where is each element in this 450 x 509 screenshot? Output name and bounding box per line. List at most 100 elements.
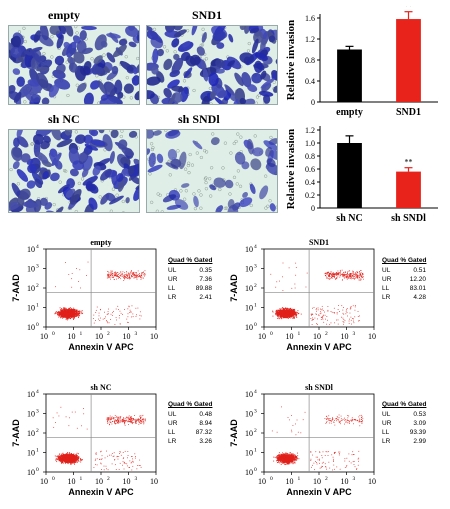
quad-value: 0.51 xyxy=(413,267,426,274)
quad-row: UR 12.20 xyxy=(382,275,426,284)
x-tick-label: 10 xyxy=(150,477,158,486)
x-tick-label: 10 xyxy=(68,477,76,486)
y-tick-label: 10 xyxy=(245,304,253,313)
quad-name: UL xyxy=(382,411,391,418)
x-axis-label: Annexin V APC xyxy=(286,342,352,352)
quad-name: UL xyxy=(168,267,177,274)
flow-plot-svg: sh SNDl100101102103104100101102103104Ann… xyxy=(229,383,383,497)
x-tick-label: 10 xyxy=(40,332,48,341)
y-tick-label: 10 xyxy=(245,265,253,274)
bar xyxy=(396,171,421,208)
y-axis-label: 7-AAD xyxy=(11,419,21,447)
quad-value: 7.36 xyxy=(199,276,212,283)
x-tick-exponent: 2 xyxy=(107,476,110,482)
x-tick-label: 10 xyxy=(368,332,376,341)
quad-name: LR xyxy=(382,294,391,301)
bar xyxy=(337,49,362,102)
quad-row: UR 3.09 xyxy=(382,419,426,428)
flow-plot-snd1: SND1100101102103104100101102103104Annexi… xyxy=(228,235,383,358)
flow-plot-svg: empty100101102103104100101102103104Annex… xyxy=(11,238,165,352)
quad-table-empty: Quad % Gated UL 0.35 UR 7.36 LL 89.88 LR 2.41 xyxy=(168,256,212,302)
y-tick-label: 0.4 xyxy=(305,77,315,86)
micrograph-empty xyxy=(8,25,140,105)
x-tick-label: sh SNDl xyxy=(391,213,426,224)
x-tick-exponent: 1 xyxy=(298,476,301,482)
flow-plot-svg: sh NC100101102103104100101102103104Annex… xyxy=(11,383,165,497)
quad-table-title: Quad % Gated xyxy=(168,257,213,264)
x-tick-label: 10 xyxy=(341,477,349,486)
y-tick-exponent: 0 xyxy=(36,322,39,328)
x-tick-exponent: 0 xyxy=(52,331,55,337)
micrograph-sh-snd1 xyxy=(146,129,278,213)
y-tick-exponent: 2 xyxy=(36,428,39,434)
y-tick-exponent: 1 xyxy=(36,448,39,454)
x-tick-label: SND1 xyxy=(396,107,421,118)
y-tick-label: 1.2 xyxy=(305,126,315,135)
quad-row: LR 2.41 xyxy=(168,293,212,302)
x-tick-label: 10 xyxy=(258,332,266,341)
y-tick-label: 10 xyxy=(27,410,35,419)
x-tick-label: 10 xyxy=(258,477,266,486)
quad-name: UR xyxy=(168,420,178,427)
y-tick-label: 10 xyxy=(245,410,253,419)
micrograph-snd1 xyxy=(146,25,278,105)
quad-row: LL 89.88 xyxy=(168,284,212,293)
x-tick-label: 10 xyxy=(286,477,294,486)
y-tick-label: 10 xyxy=(245,323,253,332)
micrograph-sh-nc xyxy=(8,129,140,213)
y-tick-label: 0.8 xyxy=(305,56,315,65)
quad-value: 89.88 xyxy=(195,285,212,292)
quad-row: LL 87.32 xyxy=(168,428,212,437)
y-tick-label: 10 xyxy=(245,390,253,399)
x-tick-label: 10 xyxy=(313,477,321,486)
quad-value: 3.09 xyxy=(413,420,426,427)
x-tick-exponent: 0 xyxy=(270,476,273,482)
x-tick-exponent: 3 xyxy=(135,331,138,337)
y-tick-exponent: 2 xyxy=(36,283,39,289)
y-tick-label: 10 xyxy=(27,245,35,254)
plot-title: SND1 xyxy=(309,238,329,247)
x-tick-exponent: 2 xyxy=(325,476,328,482)
x-tick-label: 10 xyxy=(95,477,103,486)
y-axis-label: Relative invasion xyxy=(285,129,297,209)
micrograph-image xyxy=(9,130,139,212)
quad-row: UL 0.35 xyxy=(168,266,212,275)
quad-row: UR 7.36 xyxy=(168,275,212,284)
plot-title: sh SNDl xyxy=(305,383,334,392)
x-tick-exponent: 1 xyxy=(80,331,83,337)
dot-cloud xyxy=(54,261,146,325)
y-tick-label: 0.8 xyxy=(305,152,315,161)
y-tick-label: 0 xyxy=(311,98,315,107)
x-tick-exponent: 2 xyxy=(325,331,328,337)
y-tick-label: 10 xyxy=(27,265,35,274)
dot-cloud xyxy=(52,406,146,471)
x-tick-label: 10 xyxy=(150,332,158,341)
quad-name: UL xyxy=(382,267,391,274)
quad-value: 93.39 xyxy=(409,429,426,436)
quad-name: UR xyxy=(382,420,392,427)
quad-value: 2.41 xyxy=(199,294,212,301)
flow-plot-svg: SND1100101102103104100101102103104Annexi… xyxy=(229,238,383,352)
significance-mark: ** xyxy=(405,158,413,167)
x-tick-exponent: 0 xyxy=(52,476,55,482)
y-tick-label: 0.4 xyxy=(305,178,315,187)
y-axis-label: 7-AAD xyxy=(11,274,21,302)
micrograph-image xyxy=(9,26,139,104)
y-tick-exponent: 4 xyxy=(254,244,257,250)
micrograph-label-sh-snd1: sh SNDl xyxy=(178,112,220,126)
micrograph-label-snd1: SND1 xyxy=(192,8,223,22)
quad-row: UL 0.48 xyxy=(168,410,212,419)
y-tick-label: 10 xyxy=(27,468,35,477)
y-tick-exponent: 1 xyxy=(254,303,257,309)
x-tick-label: 10 xyxy=(123,477,131,486)
micrograph-label-empty: empty xyxy=(48,8,80,22)
x-tick-label: 10 xyxy=(95,332,103,341)
quad-row: UL 0.51 xyxy=(382,266,426,275)
bar xyxy=(337,143,362,208)
dot-cloud xyxy=(270,262,364,326)
quad-name: LR xyxy=(168,438,177,445)
y-axis-label: 7-AAD xyxy=(229,419,239,447)
y-tick-exponent: 3 xyxy=(254,409,257,415)
dot-cloud xyxy=(271,406,364,471)
y-tick-exponent: 1 xyxy=(36,303,39,309)
